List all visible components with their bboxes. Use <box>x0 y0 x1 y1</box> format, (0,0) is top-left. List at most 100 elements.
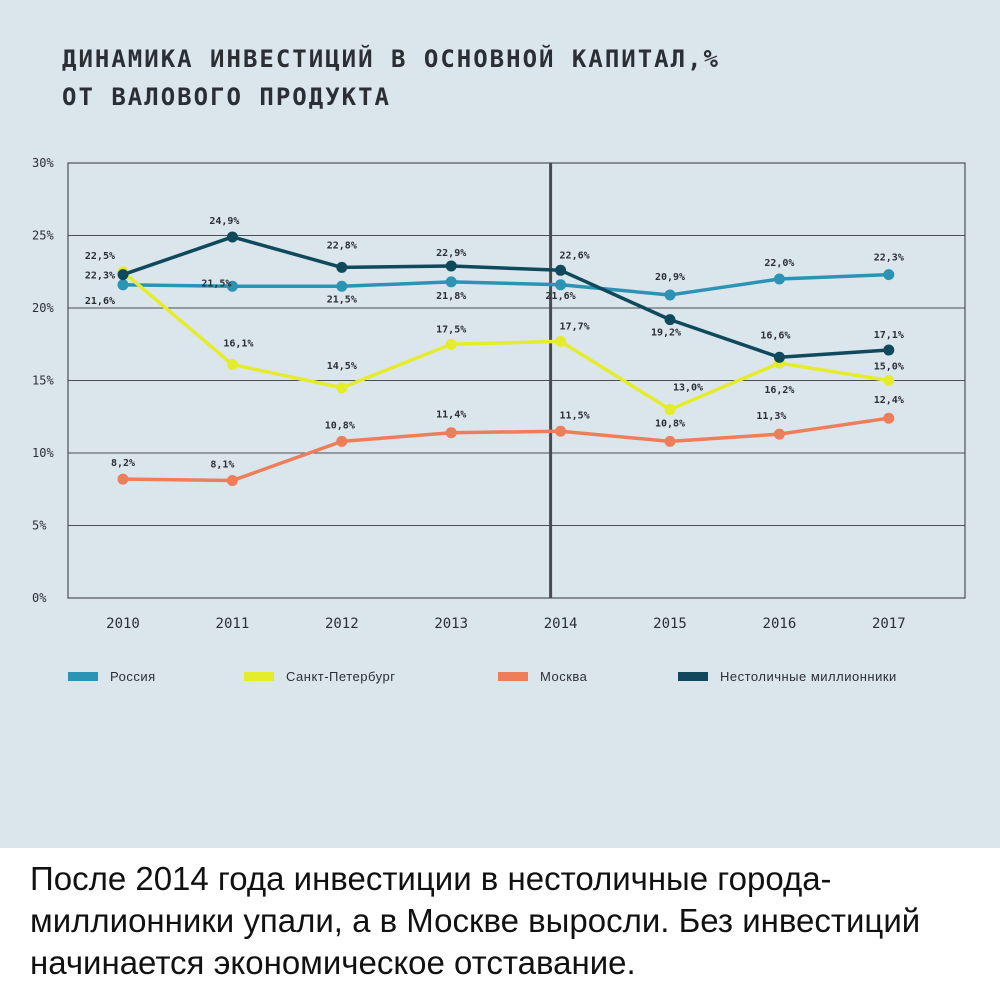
data-label: 14,5% <box>327 361 357 372</box>
legend-label-regional-cities: Нестоличные миллионники <box>720 668 897 684</box>
y-tick-label: 0% <box>32 591 47 605</box>
y-tick-label: 25% <box>32 229 54 243</box>
data-point <box>664 289 676 301</box>
legend-item-regional-cities: Нестоличные миллионники <box>678 666 897 686</box>
data-label: 11,3% <box>756 411 786 422</box>
x-tick-label: 2014 <box>544 616 578 632</box>
data-point <box>664 435 676 447</box>
data-label: 22,9% <box>436 248 466 259</box>
legend-swatch-regional-cities <box>678 671 708 681</box>
series-0-россия <box>117 269 895 301</box>
data-label: 22,3% <box>874 253 904 264</box>
legend-item-moscow: Москва <box>498 666 587 686</box>
series-2-москва <box>117 412 895 487</box>
x-tick-label: 2010 <box>106 616 140 632</box>
data-label: 12,4% <box>874 395 904 406</box>
legend-swatch-moscow <box>498 671 528 681</box>
chart-title-line-2: ОТ ВАЛОВОГО ПРОДУКТА <box>62 83 391 111</box>
y-tick-label: 30% <box>32 156 54 170</box>
data-label: 22,8% <box>327 240 357 251</box>
data-point <box>555 279 567 291</box>
data-point <box>117 473 129 485</box>
data-point <box>336 280 348 292</box>
x-tick-label: 2017 <box>872 616 906 632</box>
x-tick-label: 2015 <box>653 616 687 632</box>
data-point <box>883 344 895 356</box>
series-lines <box>117 231 895 487</box>
data-label: 21,5% <box>327 294 357 305</box>
data-label: 16,2% <box>764 385 794 396</box>
data-labels: 21,6%21,5%21,5% 21,8% 21,6%20,9%22,0% 22,3%… <box>85 216 904 471</box>
data-labels-нестоличные-миллионники: 22,3% 24,9% 22,8% 22,9% 22,6% 19,2% 16,6% 17,1% <box>85 216 904 341</box>
data-label: 19,2% <box>651 328 681 339</box>
chart-title-line-1: ДИНАМИКА ИНВЕСТИЦИЙ В ОСНОВНОЙ КАПИТАЛ,% <box>62 45 720 73</box>
data-label: 17,5% <box>436 324 466 335</box>
data-label: 15,0% <box>874 362 904 373</box>
series-line <box>121 235 891 360</box>
data-label: 16,1% <box>223 339 253 350</box>
y-tick-label: 5% <box>32 519 47 533</box>
axis-ticks: 0% 5% 10% 15% 20% 25% 30% 2010 2011 2012 2013 2014 2… <box>32 156 906 632</box>
chart-panel <box>0 0 1000 848</box>
data-point <box>226 231 238 243</box>
data-point <box>664 404 676 415</box>
x-tick-label: 2016 <box>763 616 797 632</box>
data-label: 10,8% <box>325 420 355 431</box>
series-1-санкт-петербург <box>117 266 895 415</box>
data-point <box>883 269 895 281</box>
legend-label-moscow: Москва <box>540 668 588 684</box>
data-point <box>226 475 238 487</box>
line-chart: 0% 5% 10% 15% 20% 25% 30% 2010 2011 2012 2013 2014 2… <box>32 156 966 632</box>
data-label: 22,6% <box>560 250 590 261</box>
data-point <box>555 425 567 437</box>
caption-text: После 2014 года инвестиции в нестоличные… <box>30 860 921 981</box>
data-label: 10,8% <box>655 418 685 429</box>
data-label: 22,3% <box>85 271 115 282</box>
data-label: 21,6% <box>546 291 576 302</box>
x-tick-label: 2013 <box>434 616 468 632</box>
x-tick-label: 2011 <box>216 616 250 632</box>
chart-title: ДИНАМИКА ИНВЕСТИЦИЙ В ОСНОВНОЙ КАПИТАЛ,%… <box>62 40 720 116</box>
data-labels-россия: 21,6% 21,5% 21,5% 21,8% 21,6% 20,9% 22,0% 22,3% <box>85 253 904 307</box>
grid <box>67 162 966 599</box>
data-label: 21,6% <box>85 296 115 307</box>
data-point <box>883 412 895 424</box>
data-label: 22,0% <box>764 258 794 269</box>
data-label: 17,7% <box>560 321 590 332</box>
data-point <box>445 276 457 288</box>
legend-label-spb: Санкт-Петербург <box>286 668 396 684</box>
data-point <box>117 269 129 281</box>
data-label: 11,4% <box>436 410 466 421</box>
data-point <box>773 351 785 363</box>
x-tick-label: 2012 <box>325 616 359 632</box>
data-point <box>664 314 676 326</box>
data-label: 20,9% <box>655 272 685 283</box>
data-point <box>336 435 348 447</box>
series-3-нестоличные-миллионники <box>117 231 895 363</box>
y-tick-label: 20% <box>32 301 54 315</box>
data-point <box>555 335 567 347</box>
data-labels-санкт-петербург: 22,5% 16,1% 14,5% 17,5% 17,7% 13,0% 16,2% 15,0% <box>85 251 904 396</box>
y-tick-label: 15% <box>32 374 54 388</box>
data-label: 17,1% <box>874 330 904 341</box>
data-label: 21,8% <box>436 291 466 302</box>
series-line <box>121 272 891 297</box>
legend: Россия Санкт-Петербург Москва Нестоличны… <box>68 666 968 686</box>
data-point <box>117 279 129 291</box>
data-label: 11,5% <box>560 410 590 421</box>
legend-item-spb: Санкт-Петербург <box>244 666 395 686</box>
data-label: 16,6% <box>760 330 790 341</box>
data-label: 24,9% <box>209 216 239 227</box>
data-label: 22,5% <box>85 251 115 262</box>
data-point <box>226 280 238 292</box>
series-line <box>121 270 891 412</box>
data-point <box>883 375 895 386</box>
data-point <box>226 359 238 371</box>
data-label: 8,2% <box>111 458 135 469</box>
data-point <box>773 428 785 440</box>
data-label: 21,5% <box>201 278 231 289</box>
data-point <box>773 273 785 285</box>
data-point <box>555 264 567 276</box>
data-labels-москва: 8,2% 8,1% 10,8% 11,4% 11,5% 10,8% 11,3% 12,4% <box>111 395 904 470</box>
data-point <box>336 382 348 394</box>
